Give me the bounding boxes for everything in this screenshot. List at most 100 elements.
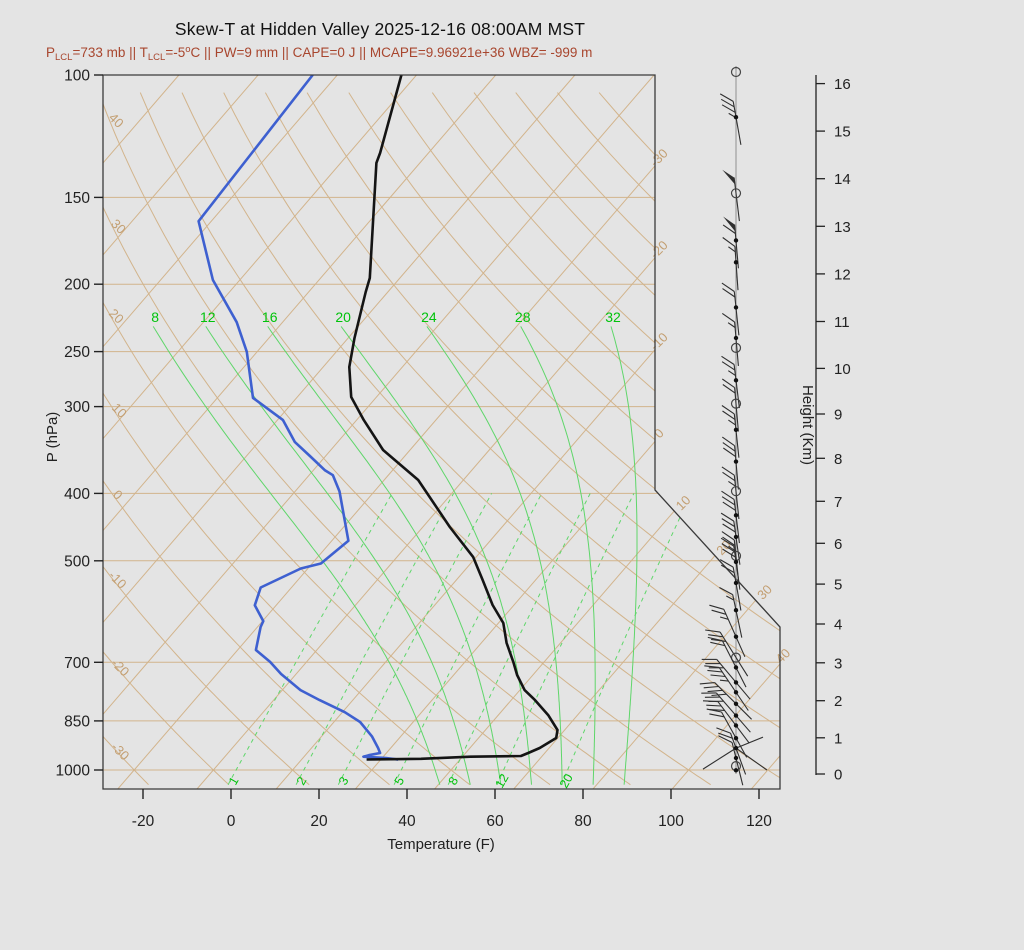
wind-level-circle <box>730 66 742 78</box>
svg-text:3: 3 <box>834 655 842 672</box>
svg-text:4: 4 <box>834 617 842 634</box>
wind-level-dot <box>733 736 739 741</box>
subtitle-part: LCL <box>55 52 73 63</box>
wind-level-dot <box>733 701 739 706</box>
svg-text:Height (Km): Height (Km) <box>799 385 816 465</box>
svg-text:0: 0 <box>227 813 236 830</box>
svg-text:850: 850 <box>64 713 90 730</box>
wind-level-circle <box>730 486 742 497</box>
svg-text:-20: -20 <box>132 813 155 830</box>
svg-text:11: 11 <box>834 314 850 331</box>
svg-text:10: 10 <box>673 492 694 513</box>
subtitle-part: =-5 <box>165 45 186 60</box>
svg-text:500: 500 <box>64 553 90 570</box>
wind-level-dot <box>733 427 739 432</box>
svg-text:30: 30 <box>108 216 129 237</box>
svg-text:0: 0 <box>834 767 842 784</box>
pressure-gridlines <box>103 75 780 771</box>
mixing-ratio-lines <box>227 493 692 785</box>
svg-text:1000: 1000 <box>56 763 91 780</box>
wind-level-dot <box>733 713 739 718</box>
svg-text:200: 200 <box>64 277 90 294</box>
svg-text:1: 1 <box>226 774 242 787</box>
wind-level-dot <box>733 755 739 761</box>
svg-text:16: 16 <box>262 309 278 325</box>
svg-text:13: 13 <box>834 219 851 236</box>
svg-text:20: 20 <box>310 813 328 830</box>
subtitle-part: =733 mb || T <box>72 45 148 60</box>
temperature-axis: -20 0 20 40 60 80 100 120 Temperature (F) <box>132 789 772 853</box>
svg-text:-10: -10 <box>106 568 130 592</box>
svg-text:16: 16 <box>834 76 851 93</box>
wind-level-dot <box>733 378 739 383</box>
wind-level-dot <box>733 534 739 540</box>
subtitle-part: C || PW=9 mm || CAPE=0 J || MCAPE=9.9692… <box>190 45 593 60</box>
wind-level-dot <box>733 459 739 464</box>
wind-level-dot <box>733 559 739 565</box>
svg-text:24: 24 <box>421 309 437 325</box>
plot-border <box>102 74 781 790</box>
wind-level-dot <box>733 690 739 695</box>
svg-text:Temperature (F): Temperature (F) <box>387 836 495 853</box>
svg-text:150: 150 <box>64 190 90 207</box>
wind-barb-column <box>699 66 768 786</box>
svg-text:100: 100 <box>658 813 684 830</box>
svg-text:28: 28 <box>515 309 531 325</box>
svg-text:7: 7 <box>834 494 842 511</box>
svg-text:12: 12 <box>200 309 216 325</box>
svg-text:80: 80 <box>574 813 592 830</box>
wind-level-dot <box>733 335 739 341</box>
plot-background <box>103 75 780 789</box>
wind-level-dot <box>733 115 739 120</box>
svg-text:60: 60 <box>486 813 504 830</box>
svg-text:5: 5 <box>392 774 408 787</box>
svg-text:40: 40 <box>772 645 793 666</box>
moist-adiabat-labels: 8 12 16 20 24 28 32 <box>151 309 621 325</box>
svg-text:12: 12 <box>834 266 851 283</box>
svg-text:1: 1 <box>834 730 842 747</box>
wind-level-dot <box>733 680 739 685</box>
wind-level-dot <box>733 665 739 670</box>
wind-level-dot <box>733 513 739 518</box>
svg-text:300: 300 <box>64 399 90 416</box>
svg-text:12: 12 <box>492 771 511 790</box>
svg-text:40: 40 <box>398 813 416 830</box>
wind-level-dot <box>733 608 739 613</box>
wind-level-dot <box>733 580 739 586</box>
wind-level-dot <box>733 768 739 773</box>
svg-text:32: 32 <box>605 309 621 325</box>
svg-text:3: 3 <box>336 774 352 787</box>
wind-level-dot <box>733 745 739 751</box>
page-title: Skew-T at Hidden Valley 2025-12-16 08:00… <box>174 19 586 39</box>
svg-text:10: 10 <box>834 361 851 378</box>
svg-text:700: 700 <box>64 655 90 672</box>
svg-text:30: 30 <box>754 582 775 603</box>
moist-adiabat-lines <box>152 326 638 785</box>
svg-text:20: 20 <box>557 771 576 790</box>
dewpoint-curve <box>197 75 399 761</box>
svg-text:P (hPa): P (hPa) <box>44 412 61 463</box>
svg-text:-20: -20 <box>108 655 132 679</box>
svg-text:-10: -10 <box>647 329 671 353</box>
svg-text:2: 2 <box>294 774 310 787</box>
wind-level-dot <box>733 305 739 310</box>
svg-text:6: 6 <box>834 536 842 553</box>
isotherm-lines <box>103 75 780 789</box>
subtitle-part: P <box>46 45 56 60</box>
svg-text:14: 14 <box>834 171 851 188</box>
svg-text:8: 8 <box>151 309 159 325</box>
mixing-ratio-labels: 1 2 3 5 8 12 20 <box>226 771 576 790</box>
svg-text:15: 15 <box>834 124 851 141</box>
svg-text:-20: -20 <box>647 238 671 262</box>
svg-text:100: 100 <box>64 68 90 85</box>
wind-level-circle <box>730 188 742 199</box>
pressure-axis: 100 150 200 250 300 400 500 700 850 1000 P (hPa) <box>44 68 103 780</box>
subtitle-part: LCL <box>147 52 166 63</box>
temperature-curve <box>348 75 559 761</box>
wind-level-circle <box>730 342 742 353</box>
svg-text:8: 8 <box>834 451 842 468</box>
svg-text:20: 20 <box>335 309 351 325</box>
